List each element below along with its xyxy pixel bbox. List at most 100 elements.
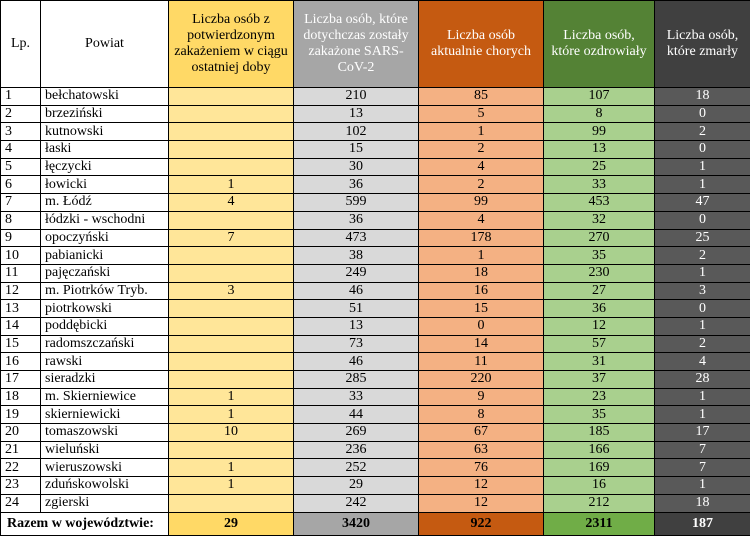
- cell-currently-sick: 4: [419, 211, 544, 229]
- cell-new-cases: 1: [169, 176, 294, 194]
- cell-powiat: łowicki: [41, 176, 169, 194]
- cell-new-cases: [169, 353, 294, 371]
- cell-total-cases: 29: [294, 477, 419, 495]
- cell-new-cases: 4: [169, 194, 294, 212]
- cell-currently-sick: 178: [419, 229, 544, 247]
- cell-new-cases: 3: [169, 282, 294, 300]
- cell-deaths: 18: [655, 88, 750, 106]
- cell-new-cases: [169, 158, 294, 176]
- cell-lp: 3: [1, 123, 41, 141]
- cell-powiat: łęczycki: [41, 158, 169, 176]
- cell-recovered: 107: [544, 88, 655, 106]
- cell-powiat: m. Skierniewice: [41, 388, 169, 406]
- cell-total-cases: 30: [294, 158, 419, 176]
- summary-currently-sick: 922: [419, 512, 544, 535]
- cell-total-cases: 36: [294, 176, 419, 194]
- cell-total-cases: 252: [294, 459, 419, 477]
- cell-total-cases: 38: [294, 247, 419, 265]
- cell-powiat: bełchatowski: [41, 88, 169, 106]
- cell-currently-sick: 0: [419, 317, 544, 335]
- cell-deaths: 1: [655, 158, 750, 176]
- cell-lp: 22: [1, 459, 41, 477]
- cell-lp: 2: [1, 105, 41, 123]
- cell-powiat: pabianicki: [41, 247, 169, 265]
- cell-powiat: piotrkowski: [41, 300, 169, 318]
- cell-deaths: 25: [655, 229, 750, 247]
- cell-total-cases: 44: [294, 406, 419, 424]
- cell-total-cases: 285: [294, 371, 419, 389]
- cell-deaths: 7: [655, 441, 750, 459]
- cell-deaths: 1: [655, 406, 750, 424]
- cell-lp: 7: [1, 194, 41, 212]
- cell-powiat: tomaszowski: [41, 424, 169, 442]
- cell-recovered: 27: [544, 282, 655, 300]
- cell-currently-sick: 85: [419, 88, 544, 106]
- header-lp: Lp.: [1, 1, 41, 88]
- cell-total-cases: 36: [294, 211, 419, 229]
- cell-recovered: 12: [544, 317, 655, 335]
- cell-new-cases: [169, 317, 294, 335]
- cell-powiat: zgierski: [41, 494, 169, 512]
- cell-total-cases: 236: [294, 441, 419, 459]
- cell-recovered: 8: [544, 105, 655, 123]
- cell-currently-sick: 99: [419, 194, 544, 212]
- cell-powiat: kutnowski: [41, 123, 169, 141]
- cell-lp: 17: [1, 371, 41, 389]
- cell-deaths: 2: [655, 335, 750, 353]
- cell-lp: 1: [1, 88, 41, 106]
- cell-powiat: poddębicki: [41, 317, 169, 335]
- summary-new-cases: 29: [169, 512, 294, 535]
- cell-currently-sick: 2: [419, 141, 544, 159]
- cell-recovered: 185: [544, 424, 655, 442]
- cell-recovered: 169: [544, 459, 655, 477]
- header-powiat: Powiat: [41, 1, 169, 88]
- cell-lp: 15: [1, 335, 41, 353]
- cell-deaths: 1: [655, 317, 750, 335]
- header-deaths: Liczba osób, które zmarły: [655, 1, 750, 88]
- cell-lp: 16: [1, 353, 41, 371]
- cell-deaths: 4: [655, 353, 750, 371]
- cell-recovered: 57: [544, 335, 655, 353]
- summary-total-cases: 3420: [294, 512, 419, 535]
- cell-powiat: wieluński: [41, 441, 169, 459]
- cell-recovered: 32: [544, 211, 655, 229]
- cell-lp: 9: [1, 229, 41, 247]
- cell-recovered: 25: [544, 158, 655, 176]
- cell-total-cases: 73: [294, 335, 419, 353]
- cell-recovered: 99: [544, 123, 655, 141]
- cell-deaths: 0: [655, 105, 750, 123]
- cell-currently-sick: 15: [419, 300, 544, 318]
- cell-currently-sick: 76: [419, 459, 544, 477]
- cell-total-cases: 46: [294, 282, 419, 300]
- cell-recovered: 33: [544, 176, 655, 194]
- cell-total-cases: 33: [294, 388, 419, 406]
- cell-powiat: m. Piotrków Tryb.: [41, 282, 169, 300]
- cell-lp: 13: [1, 300, 41, 318]
- cell-total-cases: 46: [294, 353, 419, 371]
- cell-total-cases: 249: [294, 264, 419, 282]
- cell-powiat: łódzki - wschodni: [41, 211, 169, 229]
- cell-new-cases: [169, 211, 294, 229]
- header-new-cases: Liczba osób z potwierdzonym zakażeniem w…: [169, 1, 294, 88]
- cell-deaths: 0: [655, 211, 750, 229]
- cell-new-cases: [169, 247, 294, 265]
- cell-currently-sick: 1: [419, 123, 544, 141]
- cell-currently-sick: 1: [419, 247, 544, 265]
- cell-currently-sick: 2: [419, 176, 544, 194]
- cell-deaths: 0: [655, 141, 750, 159]
